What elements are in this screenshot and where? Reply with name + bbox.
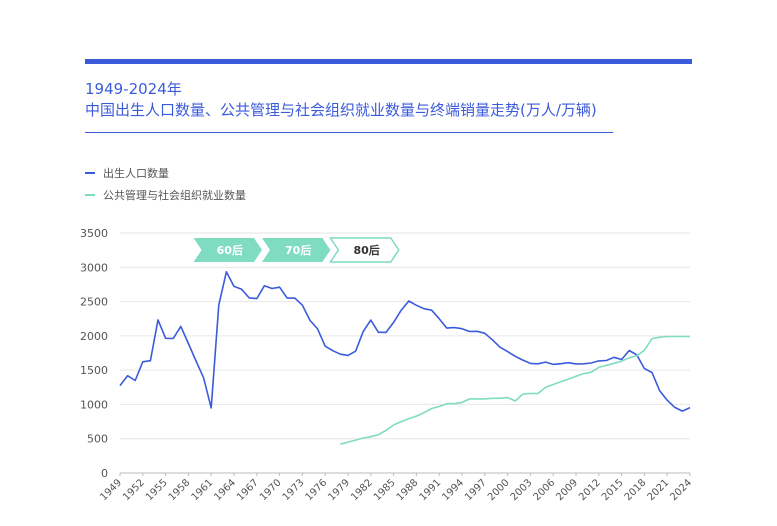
x-tick-label: 1973 bbox=[281, 477, 307, 503]
x-tick-label: 2006 bbox=[532, 477, 558, 503]
x-tick-label: 1955 bbox=[144, 477, 170, 503]
title-underline bbox=[85, 132, 613, 133]
generation-arrow bbox=[262, 238, 331, 262]
generation-arrow bbox=[328, 237, 400, 263]
page-title-main: 中国出生人口数量、公共管理与社会组织就业数量与终端销量走势(万人/万辆) bbox=[85, 101, 597, 119]
legend-item-births[interactable]: 出生人口数量 bbox=[85, 163, 246, 183]
x-tick-label: 1949 bbox=[98, 477, 124, 503]
chart-legend: 出生人口数量 公共管理与社会组织就业数量 bbox=[85, 163, 246, 207]
x-tick-label: 1958 bbox=[167, 477, 193, 503]
x-tick-label: 2009 bbox=[554, 477, 580, 503]
x-tick-label: 1970 bbox=[258, 477, 284, 503]
generation-arrow bbox=[193, 238, 262, 262]
x-tick-label: 2021 bbox=[646, 477, 672, 503]
series-layer bbox=[119, 271, 691, 445]
x-tick-label: 1976 bbox=[304, 477, 330, 503]
x-tick-label: 1964 bbox=[212, 477, 238, 503]
grid-layer bbox=[120, 232, 690, 474]
x-tick-label: 2018 bbox=[623, 477, 649, 503]
legend-swatch-employment bbox=[85, 194, 95, 196]
y-tick-label: 1000 bbox=[80, 398, 108, 411]
top-accent-bar bbox=[85, 59, 692, 64]
page-title-years: 1949-2024年 bbox=[85, 80, 182, 98]
x-tick-label: 1982 bbox=[349, 477, 375, 503]
x-tick-label: 1988 bbox=[395, 477, 421, 503]
y-tick-label: 3000 bbox=[80, 261, 108, 274]
axis-layer: 0 500 1000 1500 2000 2500 3000 3500 194919521955… bbox=[80, 227, 694, 503]
legend-label-employment: 公共管理与社会组织就业数量 bbox=[103, 189, 246, 202]
x-tick-label: 2003 bbox=[509, 477, 535, 503]
legend-swatch-births bbox=[85, 172, 95, 174]
x-tick-label: 1985 bbox=[372, 477, 398, 503]
generation-label: 70后 bbox=[285, 243, 311, 257]
legend-label-births: 出生人口数量 bbox=[103, 167, 169, 180]
x-tick-label: 1991 bbox=[418, 477, 444, 503]
x-tick-label: 2015 bbox=[600, 477, 626, 503]
x-tick-label: 1994 bbox=[440, 477, 466, 503]
x-tick-label: 2012 bbox=[577, 477, 603, 503]
y-tick-label: 2500 bbox=[80, 296, 108, 309]
x-tick-label: 1979 bbox=[326, 477, 352, 503]
x-tick-label: 1961 bbox=[190, 477, 216, 503]
x-tick-label: 1997 bbox=[463, 477, 489, 503]
y-tick-label: 3500 bbox=[80, 227, 108, 240]
generation-label: 60后 bbox=[217, 243, 243, 257]
x-tick-label: 1967 bbox=[235, 477, 261, 503]
y-tick-label: 0 bbox=[101, 467, 108, 480]
y-tick-label: 2000 bbox=[80, 330, 108, 343]
x-tick-label: 1952 bbox=[121, 477, 147, 503]
generation-label: 80后 bbox=[353, 243, 379, 257]
y-tick-label: 1500 bbox=[80, 364, 108, 377]
generation-markers: 60后 70后 80后 bbox=[193, 237, 400, 263]
legend-item-employment[interactable]: 公共管理与社会组织就业数量 bbox=[85, 185, 246, 205]
x-tick-label: 2024 bbox=[668, 477, 694, 503]
series-line-births bbox=[119, 271, 691, 412]
y-tick-label: 500 bbox=[87, 433, 108, 446]
x-tick-label: 2000 bbox=[486, 477, 512, 503]
series-line-employment bbox=[340, 335, 690, 445]
